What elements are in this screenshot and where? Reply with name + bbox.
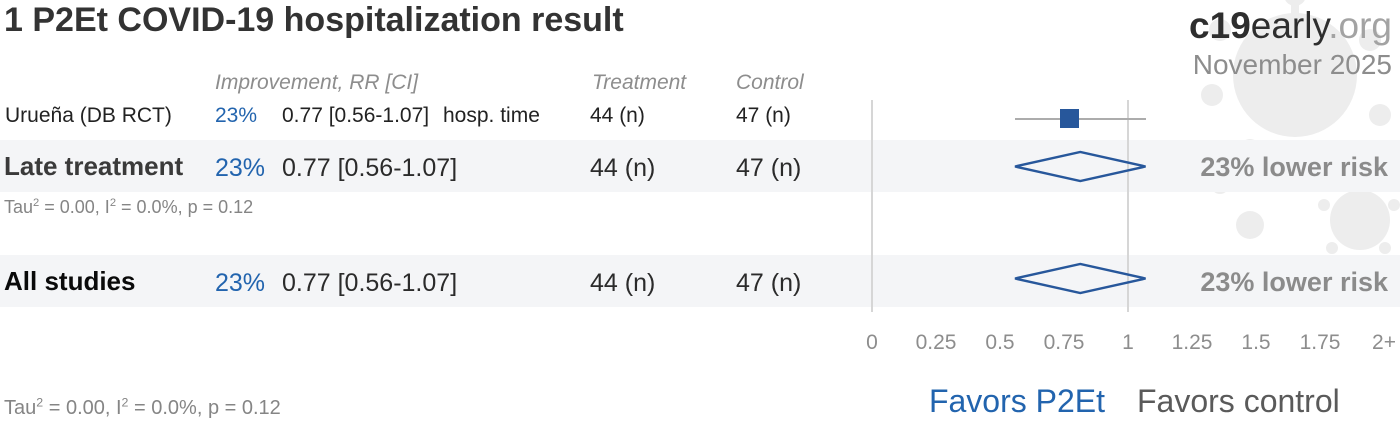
late-rr-ci: 0.77 [0.56-1.07] (282, 154, 458, 182)
favors-control-label: Favors control (1137, 383, 1340, 419)
late-heterogeneity-note: Tau2 = 0.00, I2 = 0.0%, p = 0.12 (4, 197, 254, 217)
study-treatment-n: 44 (n) (590, 104, 645, 127)
all-control-n: 47 (n) (736, 269, 802, 297)
all-heterogeneity-note: Tau2 = 0.00, I2 = 0.0%, p = 0.12 (4, 395, 281, 419)
brand-mid: early (1250, 5, 1329, 46)
favors-treatment-label: Favors P2Et (928, 383, 1105, 419)
late-effect-label: 23% lower risk (1200, 152, 1388, 182)
all-improvement: 23% (215, 269, 266, 297)
study-outcome: hosp. time (443, 104, 540, 127)
column-header-treatment: Treatment (592, 71, 687, 94)
summary-diamond (1015, 150, 1147, 183)
all-effect-label: 23% lower risk (1200, 267, 1388, 297)
study-improvement: 23% (215, 104, 258, 127)
study-label[interactable]: Urueña (DB RCT) (5, 104, 172, 127)
axis-tick-label: 0.5 (985, 331, 1015, 354)
reference-line-1 (1127, 100, 1129, 312)
late-control-n: 47 (n) (736, 154, 802, 182)
column-header-improvement: Improvement, RR [CI] (215, 71, 419, 94)
virus-watermark-icon (1201, 0, 1400, 254)
late-improvement: 23% (215, 154, 266, 182)
late-treatment-row-band (0, 140, 1400, 192)
late-treatment-label: Late treatment (4, 151, 184, 181)
study-rr-ci: 0.77 [0.56-1.07] (282, 104, 430, 127)
axis-tick-label: 0 (866, 331, 878, 354)
brand-suffix: .org (1328, 5, 1392, 46)
page-title: 1 P2Et COVID-19 hospitalization result (4, 1, 624, 39)
axis-tick-label: 1.75 (1299, 331, 1341, 354)
study-ci-line (1015, 117, 1146, 120)
all-studies-row-band (0, 255, 1400, 307)
axis-tick-label: 0.25 (915, 331, 957, 354)
late-treatment-n: 44 (n) (590, 154, 656, 182)
axis-tick-label: 0.75 (1043, 331, 1085, 354)
all-treatment-n: 44 (n) (590, 269, 656, 297)
study-control-n: 47 (n) (736, 104, 791, 127)
brand-bold: c19 (1189, 5, 1251, 46)
report-date: November 2025 (1192, 49, 1392, 80)
axis-tick-label: 2+ (1372, 331, 1396, 354)
axis-tick-label: 1.5 (1241, 331, 1271, 354)
axis-tick-label: 1 (1122, 331, 1134, 354)
axis-tick-label: 1.25 (1171, 331, 1213, 354)
study-point-marker (1059, 109, 1079, 128)
summary-diamond (1015, 262, 1147, 295)
column-header-control: Control (736, 71, 804, 94)
brand-logo[interactable]: c19early.org (1189, 4, 1392, 48)
reference-line-0 (871, 100, 873, 312)
all-studies-label: All studies (4, 266, 136, 296)
all-rr-ci: 0.77 [0.56-1.07] (282, 269, 458, 297)
